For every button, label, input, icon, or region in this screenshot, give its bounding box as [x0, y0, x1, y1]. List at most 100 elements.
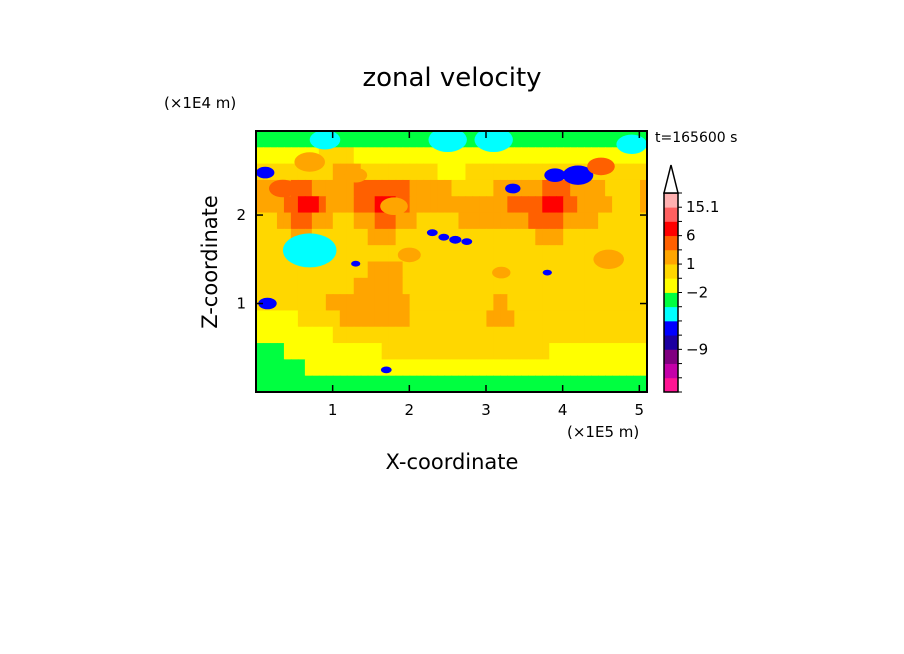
field-cell [276, 228, 285, 246]
field-cell [619, 310, 627, 328]
field-cell [507, 375, 515, 392]
field-cell [619, 294, 627, 312]
field-cell [626, 196, 634, 214]
field-cell [591, 261, 599, 279]
field-cell [374, 228, 383, 246]
field-cell [444, 245, 453, 263]
field-cell [591, 310, 599, 328]
field-cell [381, 131, 390, 148]
field-cell [346, 294, 355, 312]
field-cell [402, 277, 411, 295]
field-cell [514, 163, 522, 181]
field-cell [479, 163, 488, 181]
field-cell [409, 196, 418, 214]
field-cell [409, 261, 418, 279]
field-cell [521, 294, 529, 312]
field-cell [626, 261, 634, 279]
field-cell [444, 277, 453, 295]
field-cell [577, 212, 585, 230]
field-cell [444, 179, 453, 197]
field-cell [493, 310, 501, 328]
field-cell [584, 212, 592, 230]
field-cell [388, 147, 397, 165]
field-cell [570, 375, 578, 392]
field-cell [619, 375, 627, 392]
field-cell [626, 359, 634, 377]
field-cell [577, 294, 585, 312]
field-cell [640, 196, 647, 214]
field-cell [360, 147, 369, 165]
field-cell [556, 245, 564, 263]
field-cell [290, 163, 299, 181]
field-cell [570, 261, 578, 279]
field-cell [451, 212, 460, 230]
field-cell [423, 310, 432, 328]
field-cell [626, 343, 634, 360]
field-cell [374, 375, 383, 392]
field-cell [612, 326, 620, 344]
field-cell [619, 359, 627, 377]
field-cell [556, 196, 564, 214]
field-cell [430, 294, 439, 312]
field-cell [584, 261, 592, 279]
field-cell [304, 375, 313, 392]
field-cell [423, 343, 432, 360]
field-cell [584, 245, 592, 263]
field-cell [584, 359, 592, 377]
field-cell [598, 310, 606, 328]
field-cell [416, 212, 425, 230]
field-cell [374, 147, 383, 165]
field-cell [633, 179, 641, 197]
field-cell [556, 326, 564, 344]
field-cell [256, 245, 264, 263]
field-cell [416, 277, 425, 295]
field-cell [269, 326, 278, 344]
field-cell [360, 196, 369, 214]
field-cell [598, 131, 606, 148]
field-cell [577, 228, 585, 246]
field-cell [283, 277, 292, 295]
field-cell [290, 261, 299, 279]
field-cell [262, 131, 271, 148]
field-cell [353, 359, 362, 377]
field-cell [542, 147, 550, 165]
field-cell [549, 310, 557, 328]
field-cell [598, 294, 606, 312]
field-cell [605, 277, 613, 295]
field-cell [367, 326, 376, 344]
field-cell [556, 310, 564, 328]
field-cell [409, 163, 418, 181]
field-cell [535, 294, 543, 312]
field-cell [528, 245, 536, 263]
field-cell [640, 179, 647, 197]
field-cell [353, 147, 362, 165]
field-cell [493, 147, 501, 165]
field-cell [612, 277, 620, 295]
field-cell [444, 196, 453, 214]
field-cell [633, 343, 641, 360]
field-cell [458, 310, 467, 328]
field-cell [374, 261, 383, 279]
field-cell [549, 228, 557, 246]
field-cell [500, 179, 508, 197]
field-blob [492, 266, 511, 279]
field-cell [444, 375, 453, 392]
field-cell [339, 228, 348, 246]
time-label: t=165600 s [655, 130, 737, 146]
field-cell [514, 147, 522, 165]
field-cell [381, 326, 390, 344]
field-cell [346, 179, 355, 197]
field-cell [353, 228, 362, 246]
field-cell [332, 277, 341, 295]
field-cell [549, 212, 557, 230]
field-cell [304, 179, 313, 197]
field-cell [409, 147, 418, 165]
field-cell [556, 179, 564, 197]
field-cell [598, 196, 606, 214]
field-cell [388, 131, 397, 148]
y-unit-label: (×1E4 m) [164, 94, 236, 112]
field-cell [535, 212, 543, 230]
field-cell [598, 179, 606, 197]
field-cell [353, 310, 362, 328]
field-cell [332, 310, 341, 328]
